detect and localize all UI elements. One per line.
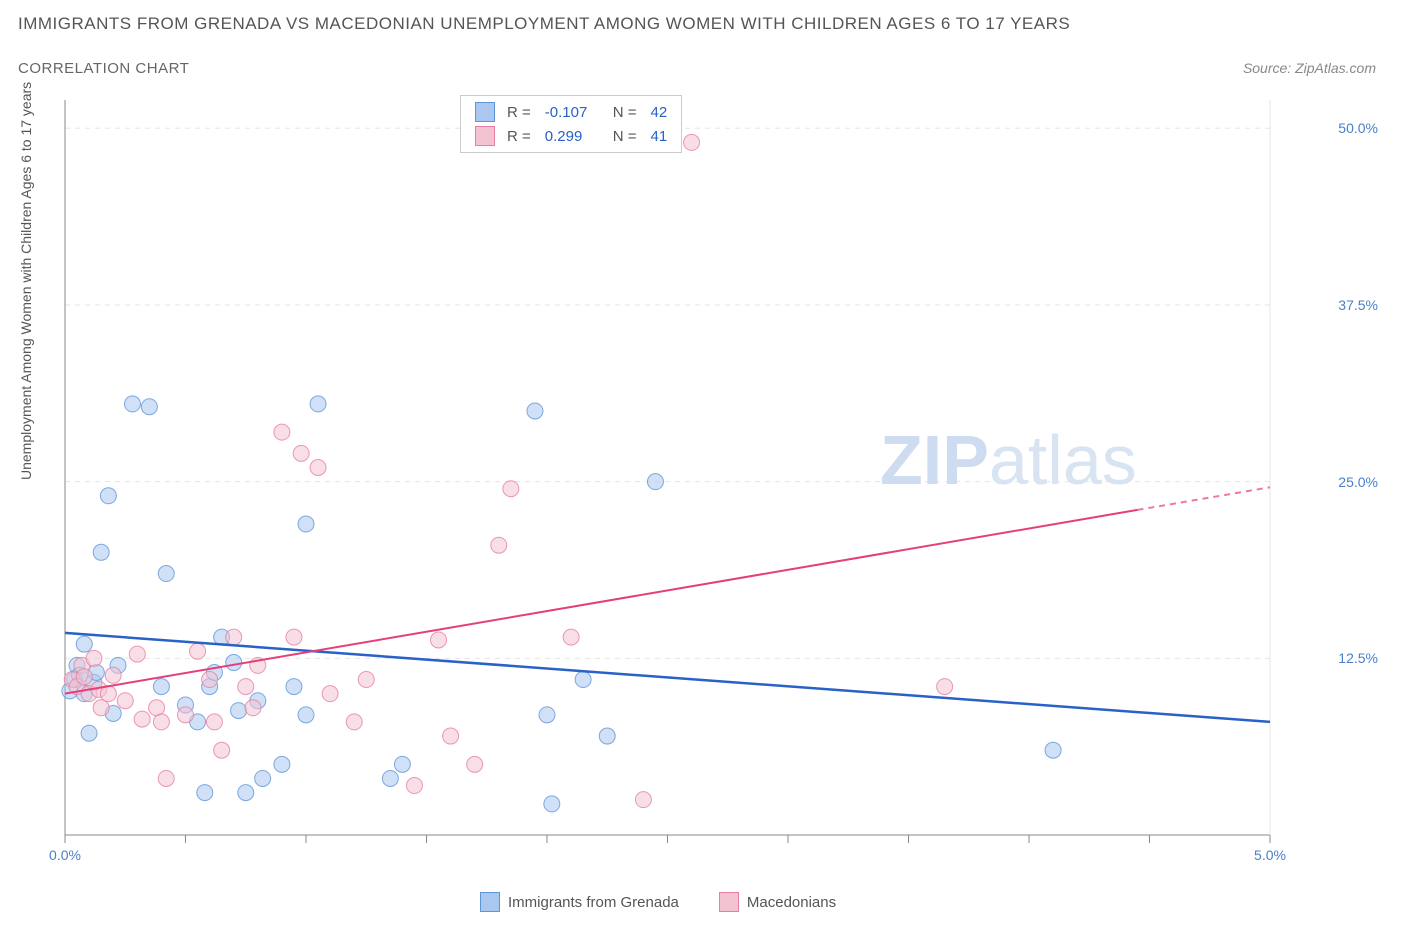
- y-tick-label: 50.0%: [1338, 120, 1378, 136]
- y-tick-label: 12.5%: [1338, 650, 1378, 666]
- x-tick-label: 5.0%: [1254, 847, 1286, 863]
- y-tick-label: 25.0%: [1338, 474, 1378, 490]
- x-tick-label: 0.0%: [49, 847, 81, 863]
- y-axis-label: Unemployment Among Women with Children A…: [18, 82, 34, 480]
- source-attribution: Source: ZipAtlas.com: [1243, 60, 1376, 76]
- legend-series: Immigrants from Grenada Macedonians: [480, 892, 836, 912]
- legend-series-item: Immigrants from Grenada: [480, 892, 679, 912]
- legend-r-value: 0.299: [545, 128, 601, 145]
- legend-n-value: 41: [651, 128, 668, 145]
- legend-correlation-box: R = -0.107 N = 42 R = 0.299 N = 41: [460, 95, 682, 153]
- source-link[interactable]: ZipAtlas.com: [1295, 60, 1376, 76]
- legend-r-label: R =: [507, 104, 531, 121]
- legend-r-value: -0.107: [545, 104, 601, 121]
- legend-n-label: N =: [613, 104, 637, 121]
- chart-subtitle: CORRELATION CHART: [18, 60, 189, 77]
- legend-swatch: [475, 102, 495, 122]
- legend-series-item: Macedonians: [719, 892, 836, 912]
- chart-plot-area: [55, 90, 1330, 865]
- legend-series-label: Macedonians: [747, 894, 836, 911]
- legend-n-label: N =: [613, 128, 637, 145]
- legend-swatch: [480, 892, 500, 912]
- legend-correlation-row: R = 0.299 N = 41: [461, 124, 681, 148]
- legend-r-label: R =: [507, 128, 531, 145]
- legend-swatch: [719, 892, 739, 912]
- legend-n-value: 42: [651, 104, 668, 121]
- y-tick-label: 37.5%: [1338, 297, 1378, 313]
- legend-correlation-row: R = -0.107 N = 42: [461, 100, 681, 124]
- legend-series-label: Immigrants from Grenada: [508, 894, 679, 911]
- legend-swatch: [475, 126, 495, 146]
- scatter-plot-svg: [55, 90, 1330, 865]
- chart-title: IMMIGRANTS FROM GRENADA VS MACEDONIAN UN…: [18, 14, 1070, 34]
- source-prefix: Source:: [1243, 60, 1295, 76]
